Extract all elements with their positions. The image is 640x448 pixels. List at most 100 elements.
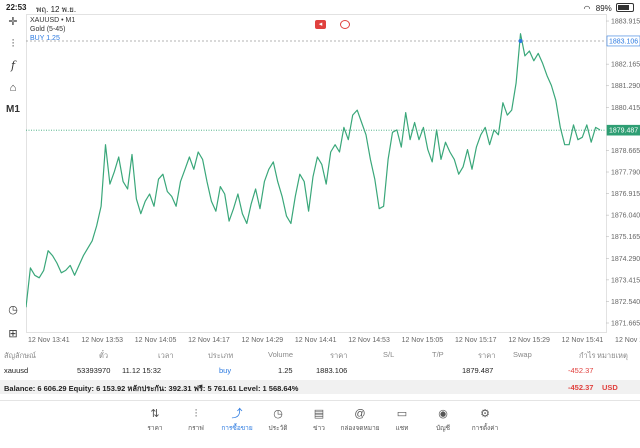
tab-quotes[interactable]: ⇅ ราคา <box>135 407 175 433</box>
col-open-price: ราคา <box>330 351 348 360</box>
sell-quick-button[interactable]: ◂ <box>315 20 326 29</box>
new-order-icon[interactable]: ⊞ <box>8 328 18 340</box>
col-comment: หมายเหตุ <box>597 351 628 360</box>
y-tick-label: 1876.040 <box>611 213 640 220</box>
x-tick-label: 12 Nov 14:17 <box>188 337 230 344</box>
current-price-badge: 1879.487 <box>609 128 638 135</box>
col-price: ราคา <box>478 351 496 360</box>
status-time: 22:53 <box>6 3 27 12</box>
crosshair-icon[interactable]: ✛ <box>8 16 18 28</box>
history-icon: ◷ <box>273 408 283 420</box>
y-tick-label: 1882.165 <box>611 62 640 69</box>
bottom-tab-bar: ⇅ ราคา ⫶ กราฟ ⤴ การซื้อขาย ◷ ประวัติ ▤ ข่าว @… <box>0 400 640 448</box>
news-icon: ▤ <box>313 408 325 420</box>
col-type: ประเภท <box>208 351 234 360</box>
x-tick-label: 12 Nov 15:53 <box>615 337 640 344</box>
balance-bar: Balance: 6 606.29 Equity: 6 153.92 หลักป… <box>0 380 640 394</box>
tab-chat[interactable]: ▭ แชท <box>382 407 422 433</box>
tab-news[interactable]: ▤ ข่าว <box>299 407 339 433</box>
x-tick-label: 12 Nov 15:05 <box>402 337 444 344</box>
col-volume: Volume <box>268 350 294 359</box>
trade-icon[interactable]: ◷ <box>8 304 18 316</box>
y-tick-label: 1871.665 <box>611 321 640 328</box>
x-tick-label: 12 Nov 14:05 <box>135 337 177 344</box>
x-tick-label: 12 Nov 14:41 <box>295 337 337 344</box>
one-click-icon[interactable] <box>340 20 350 29</box>
y-tick-label: 1880.415 <box>611 105 640 112</box>
entry-marker <box>518 38 523 43</box>
mail-icon: @ <box>354 408 366 420</box>
row-volume: 1.25 <box>278 366 293 375</box>
balance-currency: USD <box>602 383 618 392</box>
wifi-icon: ◠ <box>583 4 591 13</box>
col-ticket: ตั๋ว <box>99 351 109 360</box>
chart-toolbar: ✛ ⫶ f ⌂ M1 ◷ ⊞ <box>0 14 26 344</box>
symbol-title: XAUUSD • M1 <box>30 17 76 24</box>
symbol-description: Gold (5-45) <box>30 26 66 33</box>
chart-icon: ⫶ <box>194 408 198 420</box>
chat-icon: ▭ <box>396 408 408 420</box>
chart-canvas: 1883.915 1882.165 1881.290 1880.415 1878.665… <box>26 14 640 344</box>
indicators-icon[interactable]: f <box>10 59 16 72</box>
tab-label: แชท <box>395 425 409 432</box>
battery-icon <box>616 3 634 12</box>
tab-label: ประวัติ <box>268 425 288 432</box>
tab-label: บัญชี <box>435 425 451 432</box>
battery-percent: 89% <box>595 4 612 13</box>
y-tick-label: 1873.415 <box>611 277 640 284</box>
status-bar: 22:53 พฤ. 12 พ.ย. ◠ 89% <box>0 0 640 14</box>
objects-icon[interactable]: ⌂ <box>9 82 17 94</box>
price-chart[interactable]: 1883.915 1882.165 1881.290 1880.415 1878.665… <box>26 14 640 344</box>
tab-chart[interactable]: ⫶ กราฟ <box>176 407 216 433</box>
status-right: ◠ 89% <box>584 3 634 13</box>
x-tick-label: 12 Nov 14:29 <box>241 337 283 344</box>
x-tick-label: 12 Nov 13:53 <box>81 337 123 344</box>
col-time: เวลา <box>158 351 174 360</box>
x-tick-label: 12 Nov 15:41 <box>562 337 604 344</box>
balance-text: Balance: 6 606.29 Equity: 6 153.92 หลักป… <box>4 384 299 393</box>
entry-price-badge-bg <box>606 35 640 47</box>
col-swap: Swap <box>513 350 532 359</box>
timeframe-button[interactable]: M1 <box>6 104 20 115</box>
x-tick-label: 12 Nov 15:17 <box>455 337 497 344</box>
col-sl: S/L <box>383 350 395 359</box>
tab-label: ข่าว <box>313 425 325 432</box>
tab-mailbox[interactable]: @ กล่องจดหมาย <box>340 407 380 433</box>
row-ticket: 53393970 <box>77 366 111 375</box>
tab-label: การตั้งค่า <box>471 425 499 432</box>
tab-history[interactable]: ◷ ประวัติ <box>258 407 298 433</box>
row-current-price: 1879.487 <box>462 366 494 375</box>
x-tick-label: 12 Nov 15:29 <box>508 337 550 344</box>
y-tick-label: 1874.290 <box>611 256 640 263</box>
chart-type-icon[interactable]: ⫶ <box>11 38 15 50</box>
tab-trade[interactable]: ⤴ การซื้อขาย <box>217 407 257 433</box>
y-tick-label: 1877.790 <box>611 170 640 177</box>
tab-label: ราคา <box>147 425 163 432</box>
tab-account[interactable]: ◉ บัญชี <box>423 407 463 433</box>
table-header: สัญลักษณ์ ตั๋ว เวลา ประเภท Volume ราคา S… <box>0 347 640 361</box>
x-tick-label: 12 Nov 14:53 <box>348 337 390 344</box>
status-date: พฤ. 12 พ.ย. <box>36 5 77 14</box>
row-profit: -452.37 <box>568 366 594 375</box>
entry-price-badge: 1883.106 <box>609 38 638 45</box>
quotes-icon: ⇅ <box>150 408 160 420</box>
tab-label: กราฟ <box>188 425 204 432</box>
y-tick-label: 1872.540 <box>611 299 640 306</box>
row-time: 11.12 15:32 <box>122 366 162 375</box>
symbol-info: XAUUSD • M1 Gold (5-45) BUY 1.25 <box>30 16 75 43</box>
table-row[interactable]: xauusd 53393970 11.12 15:32 buy 1.25 188… <box>0 363 640 377</box>
account-icon: ◉ <box>438 408 448 420</box>
row-open-price: 1883.106 <box>316 366 348 375</box>
trade-tab-icon: ⤴ <box>231 408 243 420</box>
col-symbol: สัญลักษณ์ <box>4 351 37 360</box>
tab-settings[interactable]: ⚙ การตั้งค่า <box>465 407 505 433</box>
position-label: BUY 1.25 <box>30 35 60 42</box>
y-tick-label: 1881.290 <box>611 83 640 90</box>
y-tick-label: 1875.165 <box>611 234 640 241</box>
col-profit: กำไร <box>579 351 596 360</box>
y-tick-label: 1876.915 <box>611 191 640 198</box>
price-series-line <box>26 33 601 308</box>
current-price-badge-bg <box>606 124 640 136</box>
row-type: buy <box>219 366 232 375</box>
col-tp: T/P <box>432 350 444 359</box>
